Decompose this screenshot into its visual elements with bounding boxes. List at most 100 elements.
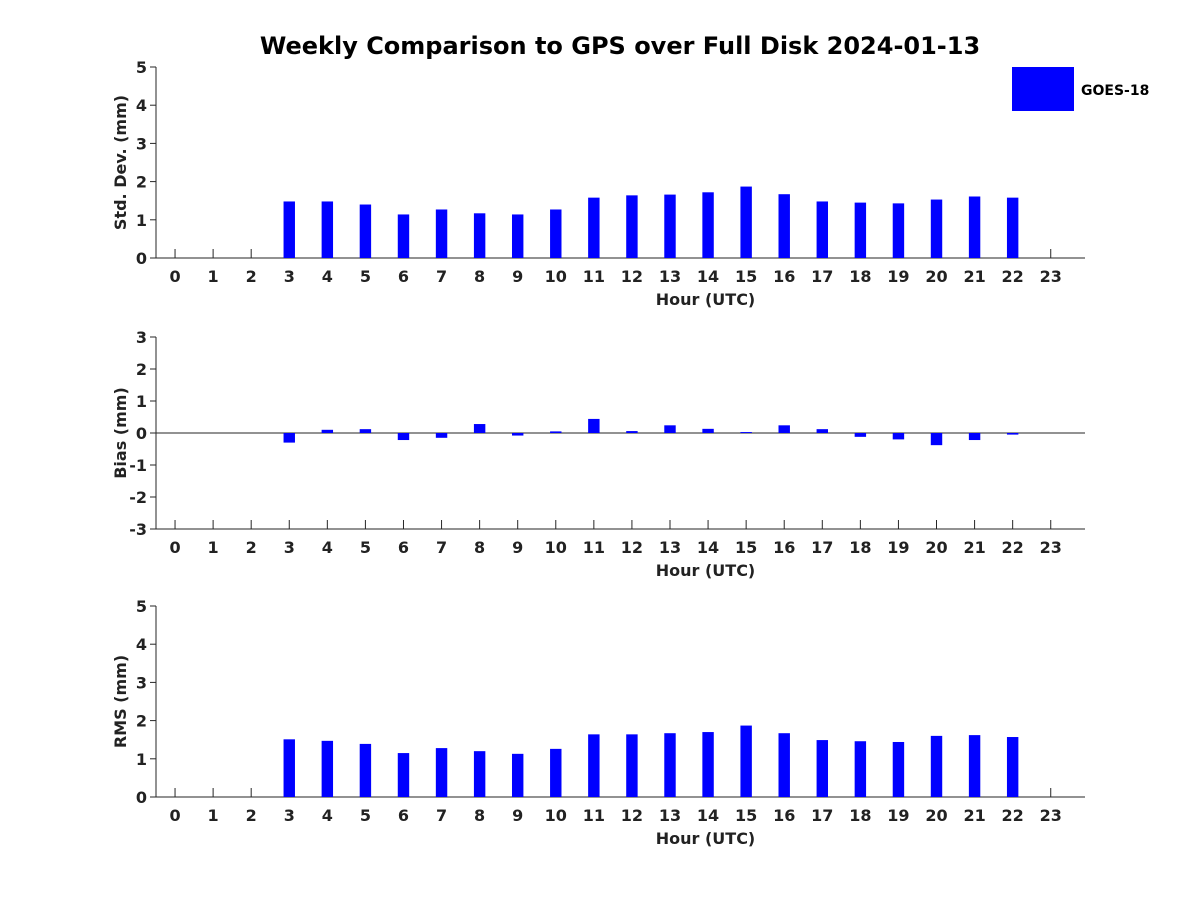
y-tick-label: 0	[136, 788, 147, 807]
x-tick-label: 23	[1040, 267, 1062, 286]
x-tick-label: 11	[583, 806, 605, 825]
x-tick-label: 2	[246, 267, 257, 286]
bar-hour-12	[626, 431, 638, 433]
x-tick-label: 22	[1002, 267, 1024, 286]
bar-hour-9	[511, 433, 524, 436]
x-tick-label: 12	[621, 538, 643, 557]
x-tick-label: 17	[811, 806, 833, 825]
x-tick-label: 9	[512, 806, 523, 825]
x-tick-label: 20	[925, 538, 947, 557]
x-tick-label: 23	[1040, 538, 1062, 557]
y-tick-label: 5	[136, 597, 147, 616]
bar-hour-5	[359, 743, 372, 797]
legend: GOES-18	[1012, 67, 1149, 111]
x-axis-label: Hour (UTC)	[656, 290, 756, 309]
bar-hour-19	[892, 433, 905, 440]
x-tick-label: 7	[436, 806, 447, 825]
x-tick-label: 12	[621, 806, 643, 825]
x-tick-label: 6	[398, 806, 409, 825]
bar-hour-16	[778, 194, 790, 258]
x-tick-label: 12	[621, 267, 643, 286]
bar-hour-15	[740, 186, 752, 258]
x-tick-label: 14	[697, 538, 719, 557]
x-tick-label: 6	[398, 267, 409, 286]
x-tick-label: 15	[735, 538, 757, 557]
bar-hour-4	[321, 429, 334, 433]
x-tick-label: 4	[322, 538, 333, 557]
bar-hour-3	[283, 201, 295, 258]
x-tick-label: 4	[322, 806, 333, 825]
x-axis-label: Hour (UTC)	[656, 561, 756, 580]
bar-hour-22	[1006, 433, 1019, 435]
y-tick-label: 4	[136, 635, 147, 654]
x-tick-label: 10	[545, 538, 567, 557]
y-tick-label: 2	[136, 712, 147, 731]
x-tick-label: 18	[849, 267, 871, 286]
bar-hour-17	[816, 429, 829, 433]
bar-hour-20	[930, 735, 943, 797]
bar-hour-7	[435, 433, 448, 438]
x-tick-label: 5	[360, 267, 371, 286]
x-tick-label: 8	[474, 267, 485, 286]
x-tick-label: 16	[773, 267, 795, 286]
bar-hour-16	[778, 733, 790, 797]
bar-hour-17	[816, 201, 829, 258]
bar-hour-5	[359, 429, 372, 433]
x-tick-label: 9	[512, 267, 523, 286]
bar-hour-10	[550, 748, 562, 797]
legend-label: GOES-18	[1081, 83, 1149, 99]
x-tick-label: 1	[208, 806, 219, 825]
x-tick-label: 9	[512, 538, 523, 557]
x-tick-label: 23	[1040, 806, 1062, 825]
x-tick-label: 1	[208, 538, 219, 557]
y-axis-label: RMS (mm)	[111, 655, 130, 748]
x-tick-label: 8	[474, 538, 485, 557]
bar-hour-18	[854, 741, 867, 797]
x-tick-label: 15	[735, 267, 757, 286]
bar-hour-9	[511, 753, 524, 797]
x-tick-label: 19	[887, 267, 909, 286]
x-tick-label: 10	[545, 806, 567, 825]
bar-hour-19	[892, 203, 905, 258]
x-tick-label: 2	[246, 806, 257, 825]
x-tick-label: 7	[436, 538, 447, 557]
y-tick-label: -2	[129, 488, 147, 507]
y-tick-label: 4	[136, 96, 147, 115]
x-tick-label: 2	[246, 538, 257, 557]
x-tick-label: 5	[360, 806, 371, 825]
bar-hour-8	[473, 751, 486, 797]
bar-hour-7	[435, 209, 448, 258]
bar-hour-12	[626, 734, 638, 797]
bar-hour-6	[397, 433, 410, 441]
x-tick-label: 19	[887, 538, 909, 557]
bar-hour-4	[321, 740, 334, 797]
bar-hour-15	[740, 432, 752, 433]
bar-hour-11	[588, 418, 600, 433]
x-tick-label: 0	[169, 806, 180, 825]
x-tick-label: 13	[659, 806, 681, 825]
x-tick-label: 16	[773, 806, 795, 825]
x-tick-label: 21	[963, 538, 985, 557]
bar-hour-11	[588, 734, 600, 797]
bar-hour-17	[816, 740, 829, 797]
x-tick-label: 3	[284, 538, 295, 557]
x-tick-label: 22	[1002, 806, 1024, 825]
x-tick-label: 10	[545, 267, 567, 286]
x-tick-label: 11	[583, 267, 605, 286]
x-tick-label: 16	[773, 538, 795, 557]
bar-hour-12	[626, 195, 638, 258]
bar-hour-8	[473, 424, 486, 433]
x-tick-label: 17	[811, 267, 833, 286]
bar-hour-7	[435, 748, 448, 797]
x-tick-label: 13	[659, 267, 681, 286]
bar-hour-19	[892, 741, 905, 797]
x-tick-label: 14	[697, 806, 719, 825]
x-tick-label: 8	[474, 806, 485, 825]
bar-hour-16	[778, 425, 790, 433]
x-tick-label: 17	[811, 538, 833, 557]
bar-hour-21	[968, 433, 981, 441]
x-tick-label: 13	[659, 538, 681, 557]
y-tick-label: -1	[129, 456, 147, 475]
bar-hour-5	[359, 204, 372, 258]
